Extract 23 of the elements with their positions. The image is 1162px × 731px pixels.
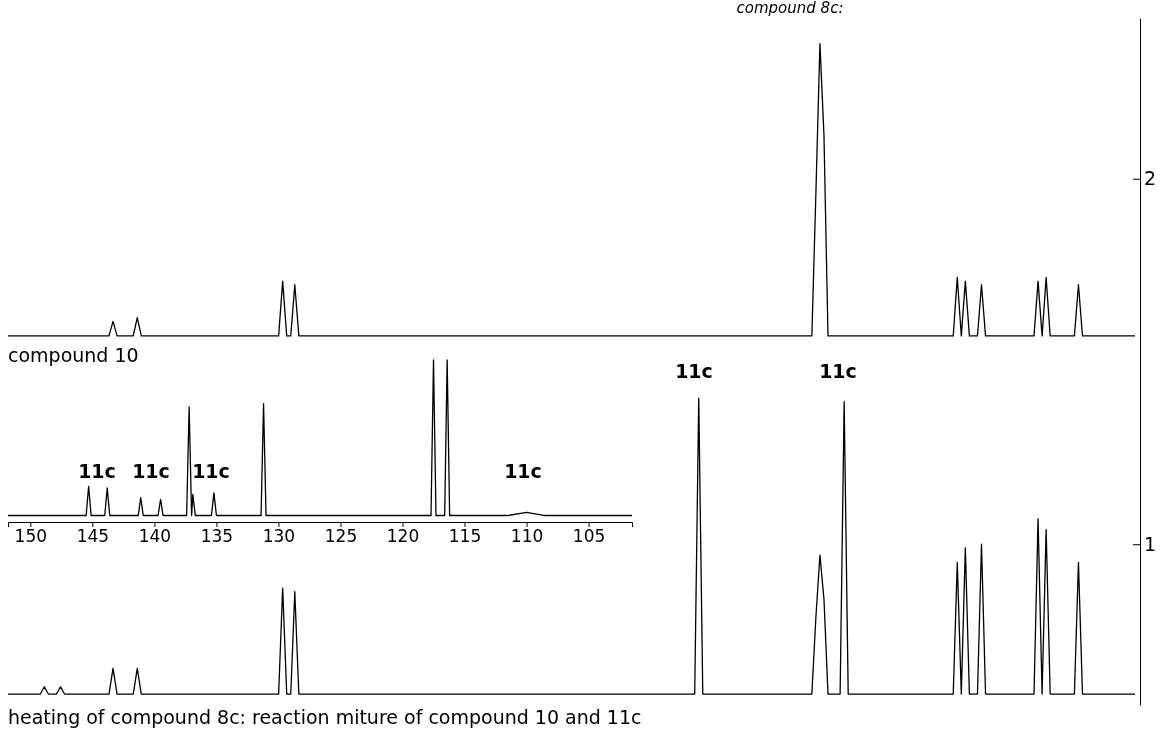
x-tick-label: 130 (262, 526, 296, 547)
x-tick-label: 115 (448, 526, 482, 547)
x-tick-label: 135 (200, 526, 234, 547)
line-series (7, 397, 1136, 695)
x-tick-label: 120 (386, 526, 420, 547)
line-series (7, 42, 1136, 337)
x-tick-label: 140 (138, 526, 172, 547)
annotation: 11c (675, 360, 713, 382)
annotation: 11c (78, 460, 116, 482)
x-tick-label: 125 (324, 526, 358, 547)
annotation: 11c (504, 460, 542, 482)
text: heating of compound 8c: reaction miture of compound 10 and 11c (8, 706, 642, 728)
annotation: 11c (132, 460, 170, 482)
annotation: 11c (819, 360, 857, 382)
annotation: compound 10 (8, 344, 139, 366)
y-tick-label: 2 (1144, 167, 1157, 190)
annotation: 11c (192, 460, 230, 482)
x-tick-label: 110 (510, 526, 544, 547)
chart-title: compound 8c: (736, 0, 844, 17)
x-tick-label: 105 (572, 526, 606, 547)
x-tick-label: 150 (14, 526, 48, 547)
x-tick-label: 145 (76, 526, 110, 547)
y-tick-label: 1 (1144, 532, 1157, 555)
